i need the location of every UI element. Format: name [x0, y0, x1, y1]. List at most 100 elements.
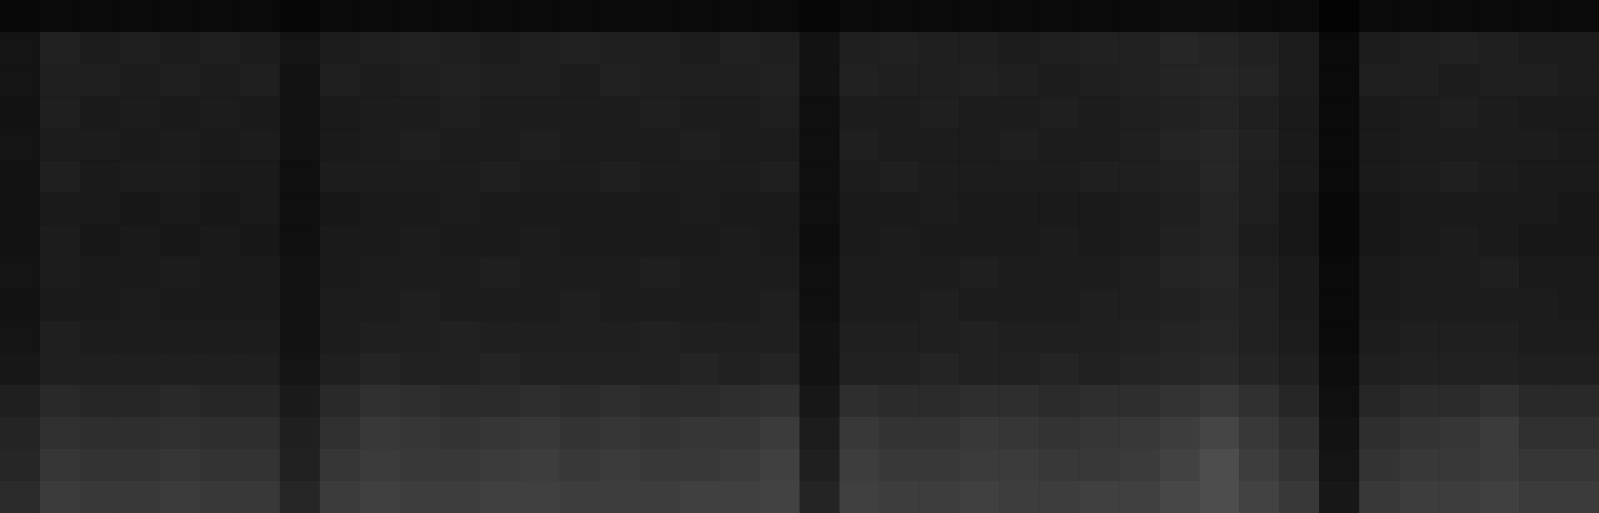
heatmap-cell [160, 353, 200, 386]
heatmap-cell [680, 289, 720, 322]
heatmap-cell [760, 385, 800, 418]
heatmap-cell [1399, 224, 1439, 257]
heatmap-cell [360, 128, 400, 161]
heatmap-cell [440, 224, 480, 257]
heatmap-cell [0, 353, 40, 386]
heatmap-cell [1159, 481, 1199, 513]
heatmap-cell [720, 0, 760, 33]
heatmap-cell [1159, 353, 1199, 386]
heatmap-cell [1039, 385, 1079, 418]
heatmap-cell [480, 353, 520, 386]
heatmap-cell [760, 32, 800, 65]
heatmap-cell [160, 64, 200, 97]
heatmap-cell [760, 160, 800, 193]
heatmap-cell [520, 417, 560, 450]
heatmap-cell [80, 385, 120, 418]
heatmap-cell [1359, 417, 1399, 450]
heatmap-cell [1279, 321, 1319, 354]
heatmap-cell [919, 257, 959, 290]
heatmap-cell [760, 128, 800, 161]
heatmap-cell [320, 289, 360, 322]
heatmap-cell [1319, 417, 1359, 450]
heatmap-cell [1519, 385, 1559, 418]
heatmap-cell [320, 64, 360, 97]
heatmap-cell [400, 385, 440, 418]
heatmap-cell [640, 0, 680, 33]
heatmap-cell [1239, 128, 1279, 161]
heatmap-cell [1359, 481, 1399, 513]
heatmap-cell [440, 449, 480, 482]
heatmap-cell [1279, 224, 1319, 257]
heatmap-cell [1039, 289, 1079, 322]
heatmap-cell [999, 0, 1039, 33]
heatmap-cell [1079, 353, 1119, 386]
heatmap-cell [1359, 64, 1399, 97]
heatmap-cell [1519, 289, 1559, 322]
heatmap-cell [1039, 257, 1079, 290]
heatmap-cell [959, 257, 999, 290]
heatmap-cell [720, 160, 760, 193]
heatmap-cell [40, 481, 80, 513]
heatmap-cell [600, 32, 640, 65]
heatmap-cell [1039, 160, 1079, 193]
heatmap-cell [879, 192, 919, 225]
heatmap-cell [1199, 449, 1239, 482]
heatmap-cell [839, 289, 879, 322]
heatmap-cell [879, 160, 919, 193]
heatmap-cell [600, 64, 640, 97]
heatmap-cell [1319, 224, 1359, 257]
heatmap-cell [440, 385, 480, 418]
heatmap-cell [1279, 385, 1319, 418]
heatmap-cell [1359, 0, 1399, 33]
heatmap-cell [879, 96, 919, 129]
heatmap-cell [600, 353, 640, 386]
heatmap-cell [1519, 481, 1559, 513]
heatmap-cell [800, 224, 840, 257]
heatmap-cell [1159, 321, 1199, 354]
heatmap-cell [1559, 160, 1599, 193]
heatmap-cell [120, 385, 160, 418]
heatmap-cell [280, 353, 320, 386]
heatmap-cell [400, 257, 440, 290]
heatmap-cell [640, 417, 680, 450]
chart [0, 0, 1599, 513]
heatmap-cell [160, 160, 200, 193]
heatmap-cell [919, 32, 959, 65]
heatmap-cell [240, 0, 280, 33]
heatmap-cell [120, 192, 160, 225]
heatmap-cell [240, 192, 280, 225]
heatmap-cell [1439, 224, 1479, 257]
heatmap-cell [1079, 417, 1119, 450]
heatmap-cell [1199, 353, 1239, 386]
heatmap-cell [120, 353, 160, 386]
heatmap-cell [1319, 353, 1359, 386]
heatmap-cell [959, 128, 999, 161]
heatmap-cell [680, 64, 720, 97]
heatmap-cell [640, 64, 680, 97]
heatmap-cell [0, 321, 40, 354]
heatmap-cell [400, 289, 440, 322]
heatmap-cell [1399, 289, 1439, 322]
heatmap-cell [0, 481, 40, 513]
heatmap-cell [360, 321, 400, 354]
heatmap-cell [839, 417, 879, 450]
heatmap-cell [999, 417, 1039, 450]
heatmap-cell [1359, 321, 1399, 354]
heatmap-cell [200, 385, 240, 418]
heatmap-cell [1439, 128, 1479, 161]
plot-area [0, 0, 1599, 513]
heatmap-cell [440, 160, 480, 193]
heatmap-cell [480, 64, 520, 97]
heatmap-cell [800, 0, 840, 33]
heatmap-cell [760, 257, 800, 290]
heatmap-cell [959, 64, 999, 97]
heatmap-cell [80, 128, 120, 161]
heatmap-cell [400, 0, 440, 33]
heatmap-cell [1279, 417, 1319, 450]
heatmap-cell [919, 385, 959, 418]
heatmap-cell [1039, 224, 1079, 257]
heatmap-cell [1119, 449, 1159, 482]
heatmap-cell [1079, 449, 1119, 482]
heatmap-cell [1239, 0, 1279, 33]
heatmap-cell [959, 96, 999, 129]
